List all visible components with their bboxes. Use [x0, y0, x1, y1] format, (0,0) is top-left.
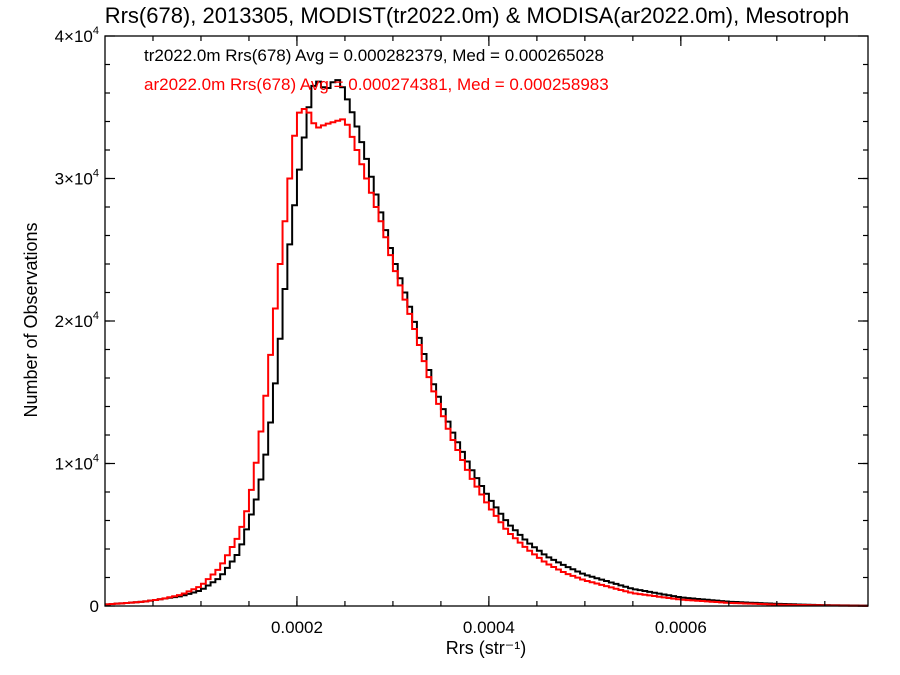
tick-group — [105, 35, 868, 607]
legend-stats-tr2022.0m: tr2022.0m Rrs(678) Avg = 0.000282379, Me… — [144, 46, 604, 65]
y-tick-base: 10 — [74, 455, 93, 474]
y-tick-mantissa: 0 — [90, 597, 99, 616]
y-tick-label: 2×104 — [55, 310, 99, 331]
y-tick-exponent: 4 — [93, 25, 99, 37]
x-axis-label: Rrs (str⁻¹) — [446, 638, 526, 658]
y-tick-base: 10 — [74, 27, 93, 46]
y-tick-exponent: 4 — [93, 453, 99, 465]
y-tick-mantissa: 3× — [55, 170, 74, 189]
x-tick-label: 0.0002 — [271, 618, 323, 637]
series-line-ar2022.0m — [105, 108, 868, 607]
y-tick-base: 10 — [74, 312, 93, 331]
series-group — [105, 79, 868, 607]
y-tick-exponent: 4 — [93, 310, 99, 322]
y-tick-mantissa: 4× — [55, 27, 74, 46]
y-tick-label: 4×104 — [55, 25, 99, 46]
y-tick-mantissa: 2× — [55, 312, 74, 331]
y-tick-exponent: 4 — [93, 168, 99, 180]
series-line-tr2022.0m — [105, 79, 868, 607]
y-axis-label: Number of Observations — [21, 222, 41, 417]
plot-frame — [104, 35, 869, 607]
y-tick-label: 1×104 — [55, 453, 99, 474]
x-tick-label: 0.0004 — [463, 618, 515, 637]
y-tick-base: 10 — [74, 170, 93, 189]
y-tick-label: 0 — [90, 597, 99, 616]
legend-stats-ar2022.0m: ar2022.0m Rrs(678) Avg = 0.000274381, Me… — [144, 75, 609, 94]
y-tick-mantissa: 1× — [55, 455, 74, 474]
x-tick-label: 0.0006 — [655, 618, 707, 637]
y-tick-label: 3×104 — [55, 168, 99, 189]
legend: tr2022.0m Rrs(678) Avg = 0.000282379, Me… — [144, 46, 609, 94]
chart-title: Rrs(678), 2013305, MODIST(tr2022.0m) & M… — [105, 3, 850, 28]
